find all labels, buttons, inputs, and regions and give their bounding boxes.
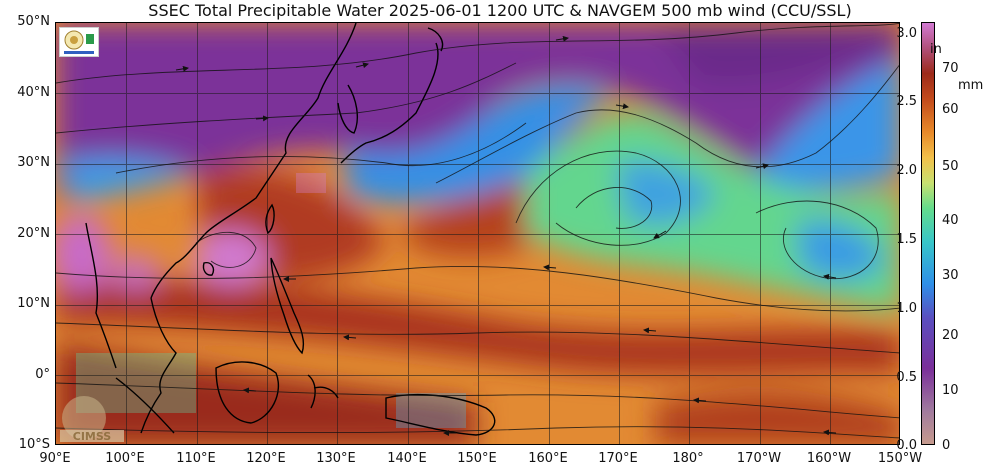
lon-label-120e: 120°E [246, 451, 286, 466]
mm-tick-20: 20 [942, 328, 959, 343]
lon-label-100e: 100°E [105, 451, 145, 466]
lon-label-160w: 160°W [806, 451, 852, 466]
lon-label-150w: 150°W [877, 451, 923, 466]
lon-label-170w: 170°W [736, 451, 782, 466]
mm-tick-60: 60 [942, 102, 959, 117]
lon-label-140e: 140°E [387, 451, 427, 466]
lon-label-160e: 160°E [528, 451, 568, 466]
in-tick-3-0: 3.0 [896, 26, 917, 41]
lon-label-90e: 90°E [39, 451, 71, 466]
mm-tick-40: 40 [942, 213, 959, 228]
in-tick-0-0: 0.0 [896, 438, 917, 453]
lat-label-40n: 40°N [17, 85, 50, 100]
map-canvas [56, 23, 899, 444]
lat-label-20n: 20°N [17, 226, 50, 241]
ssec-logo [59, 27, 99, 57]
lat-label-50n: 50°N [17, 14, 50, 29]
lat-label-10n: 10°N [17, 296, 50, 311]
mm-tick-70: 70 [942, 61, 959, 76]
lon-label-110e: 110°E [176, 451, 216, 466]
colorbar-unit-in: in [930, 42, 942, 57]
in-tick-2-5: 2.5 [896, 94, 917, 109]
lon-label-150e: 150°E [457, 451, 497, 466]
mm-tick-50: 50 [942, 159, 959, 174]
wind-streamlines [56, 23, 899, 439]
tpw-map[interactable] [55, 22, 900, 445]
cimss-logo: CIMSS [58, 392, 126, 444]
colorbar [921, 22, 935, 445]
in-tick-1-0: 1.0 [896, 301, 917, 316]
mm-tick-30: 30 [942, 268, 959, 283]
lon-label-130e: 130°E [316, 451, 356, 466]
lat-label-30n: 30°N [17, 155, 50, 170]
mm-tick-0: 0 [942, 438, 951, 453]
graticule [56, 23, 899, 444]
lon-label-170e: 170°E [598, 451, 638, 466]
mm-tick-10: 10 [942, 383, 959, 398]
wind-arrows [175, 35, 837, 436]
colorbar-unit-mm: mm [958, 78, 984, 93]
in-tick-1-5: 1.5 [896, 232, 917, 247]
in-tick-2-0: 2.0 [896, 163, 917, 178]
lon-label-180: 180° [672, 451, 704, 466]
lat-label-0: 0° [35, 367, 50, 382]
svg-text:CIMSS: CIMSS [73, 430, 112, 443]
lat-label-10s: 10°S [18, 437, 50, 452]
in-tick-0-5: 0.5 [896, 370, 917, 385]
chart-title: SSEC Total Precipitable Water 2025-06-01… [148, 1, 852, 20]
